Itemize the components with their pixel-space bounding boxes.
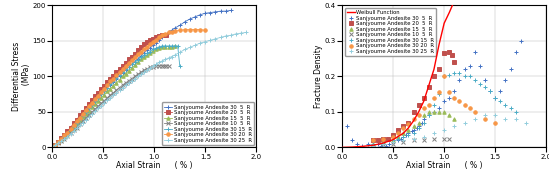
X-axis label: Axial Strain      ( % ): Axial Strain ( % ) (406, 161, 483, 170)
Legend: Sanjyoume Andesite 30  5  R, Sanjyoume Andesite 20  5  R, Sanjyoume Andesite 15 : Sanjyoume Andesite 30 5 R, Sanjyoume And… (162, 102, 254, 145)
X-axis label: Axial Strain      ( % ): Axial Strain ( % ) (116, 161, 193, 170)
Legend: Weibull Function, Sanjyoume Andesite 30  5  R, Sanjyoume Andesite 20  5  R, Sanj: Weibull Function, Sanjyoume Andesite 30 … (345, 8, 436, 56)
Y-axis label: Fracture Density: Fracture Density (314, 45, 323, 108)
Y-axis label: Differential Stress
  (MPa): Differential Stress (MPa) (12, 42, 31, 111)
